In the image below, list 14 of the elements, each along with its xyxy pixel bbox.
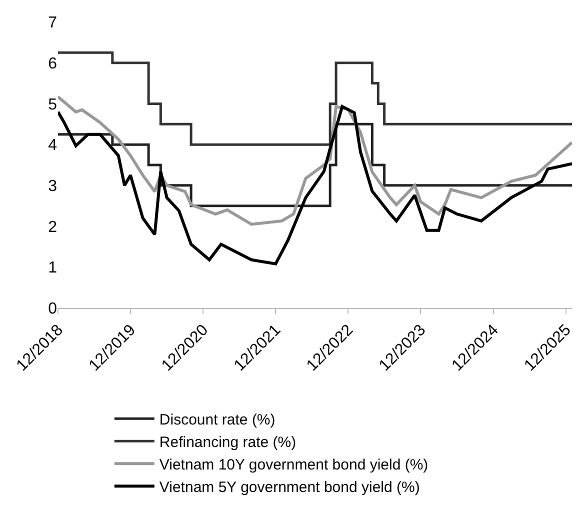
y-tick-label: 5 [48, 96, 58, 114]
legend-label: Refinancing rate (%) [159, 434, 296, 451]
line-series [58, 105, 572, 266]
line-series [58, 95, 572, 226]
y-tick-label: 0 [48, 300, 58, 318]
y-tick-label: 6 [48, 55, 58, 72]
y-tick-label: 3 [48, 178, 58, 196]
y-tick-label: 4 [48, 137, 58, 154]
y-tick-label: 7 [48, 14, 58, 32]
y-tick-label: 2 [48, 218, 58, 236]
y-tick-label: 1 [48, 260, 58, 277]
legend-label: Discount rate (%) [159, 411, 276, 428]
legend-label: Vietnam 10Y government bond yield (%) [159, 456, 428, 474]
legend-label: Vietnam 5Y government bond yield (%) [159, 478, 420, 496]
